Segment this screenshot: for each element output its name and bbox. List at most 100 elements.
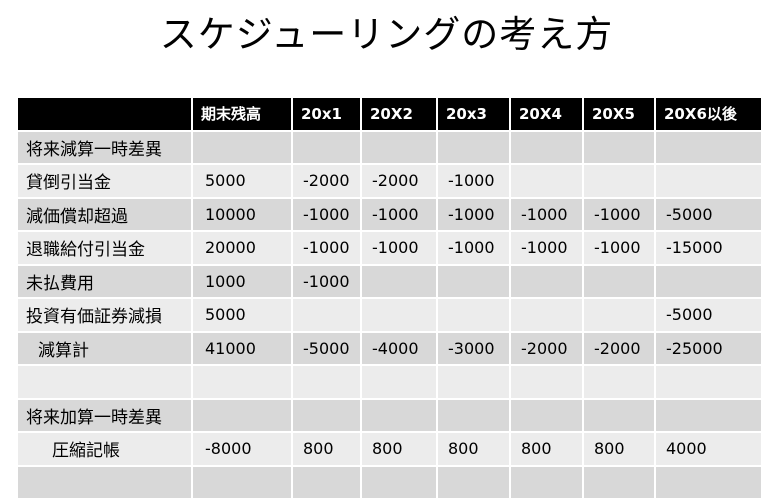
table-row [18,365,763,400]
header-cell-0 [18,98,193,132]
table-row [18,465,763,500]
table-row: 圧縮記帳 -8000 800 800 800 800 800 4000 [18,432,763,467]
table-cell: 5000 [192,298,293,333]
header-row: 期末残高 20x1 20X2 20x3 20X4 20X5 20X6以後 [18,98,763,132]
table-cell [361,298,438,333]
table-cell: -2000 [292,164,362,199]
table-cell: -1000 [583,197,656,232]
row-label: 圧縮記帳 [18,432,193,467]
table-cell [510,298,584,333]
table-cell: -1000 [292,231,362,266]
row-label: 未払費用 [18,264,193,299]
table-cell [292,365,362,400]
table-cell [510,365,584,400]
table-cell: 800 [583,432,656,467]
table-cell [437,298,511,333]
table-cell [192,398,293,433]
row-label: 減算計 [18,331,193,366]
table-cell [655,465,763,500]
table-cell [292,130,362,165]
table-cell: -1000 [510,197,584,232]
table-cell [655,130,763,165]
table-cell [583,130,656,165]
table-cell [510,398,584,433]
table-cell: -1000 [361,231,438,266]
table-cell [361,398,438,433]
header-cell-4: 20x3 [437,98,511,132]
table-cell [655,365,763,400]
page-title: スケジューリングの考え方 [159,13,614,56]
table-cell [655,398,763,433]
table-cell [437,465,511,500]
table-cell [292,465,362,500]
table-cell [510,465,584,500]
table-cell [583,164,656,199]
table-cell [361,365,438,400]
table-row: 将来加算一時差異 [18,398,763,433]
table-cell [437,264,511,299]
row-label: 将来減算一時差異 [18,130,193,165]
table-row: 貸倒引当金 5000 -2000 -2000 -1000 [18,164,763,199]
table-cell [361,264,438,299]
table-cell [655,264,763,299]
table-body: 将来減算一時差異 貸倒引当金 5000 -2000 -2000 -1000 減価償却超過 10… [18,130,763,500]
table-cell: -1000 [437,197,511,232]
table-cell: 1000 [192,264,293,299]
header-cell-6: 20X5 [583,98,656,132]
table-cell: -2000 [583,331,656,366]
header-cell-5: 20X4 [510,98,584,132]
table-cell: 5000 [192,164,293,199]
table-cell [437,398,511,433]
table-row: 減算計 41000 -5000 -4000 -3000 -2000 -2000 -25000 [18,331,763,366]
table-cell [292,398,362,433]
row-label [18,465,193,500]
table-row: 未払費用 1000 -1000 [18,264,763,299]
table-cell: -2000 [510,331,584,366]
table-cell: 10000 [192,197,293,232]
table-row: 退職給付引当金 20000 -1000 -1000 -1000 -1000 -1000 -15… [18,231,763,266]
header-cell-7: 20X6以後 [655,98,763,132]
table-cell: -5000 [655,197,763,232]
table-cell: 800 [437,432,511,467]
table-cell: -3000 [437,331,511,366]
table-cell [510,164,584,199]
table-cell [583,264,656,299]
table-cell: -1000 [292,197,362,232]
table-cell: -1000 [510,231,584,266]
row-label: 減価償却超過 [18,197,193,232]
table-cell: 800 [510,432,584,467]
row-label: 貸倒引当金 [18,164,193,199]
table-cell [361,465,438,500]
table-cell [192,130,293,165]
header-cell-1: 期末残高 [192,98,293,132]
table-cell: 800 [292,432,362,467]
table-row: 減価償却超過 10000 -1000 -1000 -1000 -1000 -1000 -500… [18,197,763,232]
table-cell: -25000 [655,331,763,366]
table-cell [292,298,362,333]
table-cell: -15000 [655,231,763,266]
table-cell: -2000 [361,164,438,199]
table-cell: -1000 [437,164,511,199]
table-cell: 4000 [655,432,763,467]
table-cell [583,465,656,500]
table-cell: -5000 [292,331,362,366]
row-label: 退職給付引当金 [18,231,193,266]
table-cell [510,264,584,299]
table-cell: -1000 [437,231,511,266]
table-cell: -1000 [292,264,362,299]
table-cell [583,365,656,400]
table-cell: -1000 [361,197,438,232]
table-cell [192,365,293,400]
scheduling-table: 期末残高 20x1 20X2 20x3 20X4 20X5 20X6以後 将来減… [18,98,763,500]
table-cell [583,298,656,333]
table-cell [510,130,584,165]
table-cell [437,365,511,400]
table-cell: 20000 [192,231,293,266]
row-label [18,365,193,400]
table-cell: -5000 [655,298,763,333]
table-cell: -4000 [361,331,438,366]
row-label: 投資有価証券減損 [18,298,193,333]
table-cell [361,130,438,165]
table-cell: 41000 [192,331,293,366]
table-cell [655,164,763,199]
